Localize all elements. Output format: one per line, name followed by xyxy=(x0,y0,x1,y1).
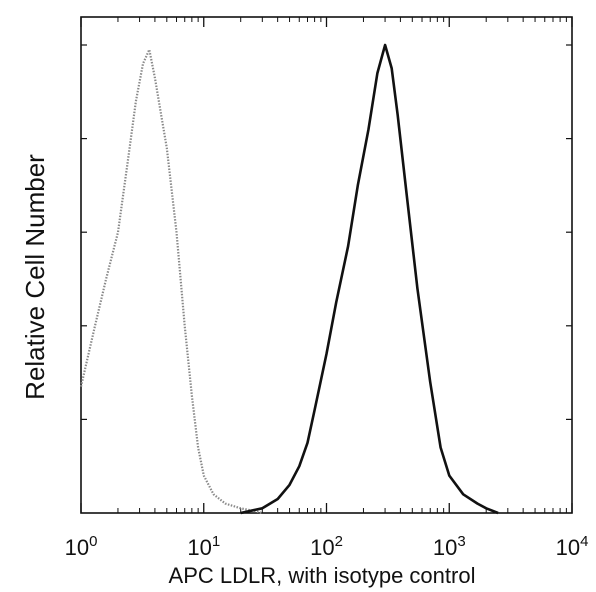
series-1-line xyxy=(240,43,499,515)
x-tick-label: 103 xyxy=(433,533,466,560)
series-0-line xyxy=(79,48,263,515)
plot-frame xyxy=(80,16,573,514)
series-layer xyxy=(79,43,499,515)
x-tick-label: 100 xyxy=(65,533,98,560)
x-tick-label: 101 xyxy=(187,533,220,560)
y-axis-label: Relative Cell Number xyxy=(20,154,50,400)
x-axis-label: APC LDLR, with isotype control xyxy=(169,563,476,588)
x-tick-label: 102 xyxy=(310,533,343,560)
plot-area xyxy=(80,16,573,514)
x-tick-labels: 100 101 102 103 104 xyxy=(65,533,589,560)
axis-ticks xyxy=(80,17,573,513)
x-tick-label: 104 xyxy=(556,533,589,560)
